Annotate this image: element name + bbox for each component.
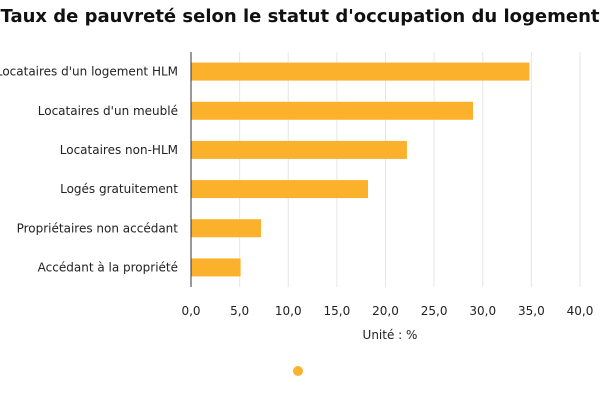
category-labels: Locataires d'un logement HLM Locataires d… xyxy=(0,65,178,275)
gridlines xyxy=(239,52,581,287)
x-tick-label: 15,0 xyxy=(324,304,351,318)
x-tick-labels: 0,0 5,0 10,0 15,0 20,0 25,0 30,0 35,0 40,0 xyxy=(181,304,593,318)
bar[interactable] xyxy=(191,180,368,199)
x-tick-label: 40,0 xyxy=(567,304,594,318)
category-label: Logés gratuitement xyxy=(60,182,178,196)
category-label: Locataires d'un logement HLM xyxy=(0,65,178,79)
category-label: Propriétaires non accédant xyxy=(17,221,179,235)
x-tick-label: 5,0 xyxy=(230,304,249,318)
legend-marker[interactable] xyxy=(293,366,303,376)
bar[interactable] xyxy=(191,101,474,120)
x-tick-label: 35,0 xyxy=(518,304,545,318)
category-label: Accédant à la propriété xyxy=(38,260,178,274)
bar[interactable] xyxy=(191,62,530,81)
bar[interactable] xyxy=(191,140,407,159)
category-label: Locataires non-HLM xyxy=(60,143,178,157)
x-tick-label: 30,0 xyxy=(469,304,496,318)
bar[interactable] xyxy=(191,219,262,238)
x-tick-label: 25,0 xyxy=(421,304,448,318)
bar[interactable] xyxy=(191,258,241,277)
x-tick-label: 20,0 xyxy=(372,304,399,318)
chart-title: Taux de pauvreté selon le statut d'occup… xyxy=(0,6,600,27)
category-label: Locataires d'un meublé xyxy=(38,104,178,118)
x-axis-label: Unité : % xyxy=(363,328,418,342)
x-tick-label: 0,0 xyxy=(181,304,200,318)
bars xyxy=(191,62,530,277)
x-tick-label: 10,0 xyxy=(275,304,302,318)
